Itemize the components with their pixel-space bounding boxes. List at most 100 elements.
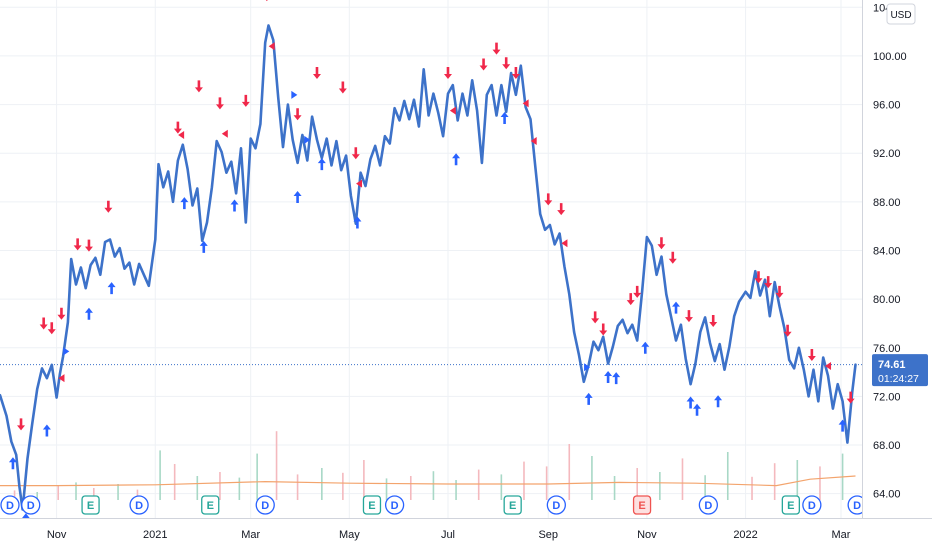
volume-bar: [93, 488, 95, 500]
dividend-badge[interactable]: D: [384, 495, 405, 515]
earnings-badge-box: [632, 495, 652, 515]
buy-arrow-icon: [180, 197, 189, 210]
sell-arrow-icon: [194, 80, 203, 93]
dividend-badge-circle: [129, 495, 149, 515]
buy-arrow-icon: [353, 216, 362, 229]
buy-arrow-icon: [107, 282, 116, 295]
sell-arrow-icon: [846, 391, 855, 404]
sell-arrow-icon: [215, 97, 224, 110]
volume-bar: [819, 466, 821, 500]
sell-arrow-icon: [775, 285, 784, 298]
chart-grid: [0, 0, 862, 518]
dividend-badge[interactable]: D: [698, 495, 719, 515]
exit-triangle-icon: [825, 362, 832, 371]
volume-bar: [523, 461, 525, 500]
price-tick-label: 88.00: [873, 197, 901, 209]
volume-bar: [219, 472, 221, 500]
dividend-badge[interactable]: D: [546, 495, 566, 515]
sell-arrow-icon: [338, 81, 347, 94]
sell-arrow-icon: [783, 324, 792, 337]
volume-bar: [196, 476, 199, 500]
buy-arrow-icon: [500, 111, 509, 124]
dividend-badge-circle: [0, 495, 20, 515]
sell-arrow-icon: [511, 66, 520, 79]
sell-arrow-icon: [17, 418, 26, 431]
earnings-badge[interactable]: E: [781, 495, 800, 515]
volume-bar: [455, 480, 457, 500]
sell-arrow-icon: [764, 276, 773, 289]
volume-bar: [796, 460, 799, 500]
buy-arrow-icon: [584, 392, 593, 405]
sell-arrow-icon: [626, 293, 635, 306]
price-series-line[interactable]: [0, 24, 857, 511]
volume-bar: [321, 468, 323, 500]
earnings-badge[interactable]: E: [503, 495, 522, 515]
event-badge-label: E: [509, 500, 516, 512]
earnings-badge-box: [81, 495, 100, 515]
volume-bar: [591, 456, 593, 500]
buy-arrow-icon: [612, 372, 621, 385]
currency-button[interactable]: USD: [886, 3, 916, 25]
event-badge-label: E: [207, 500, 214, 512]
sell-arrow-icon: [807, 349, 816, 362]
dividend-badge[interactable]: D: [255, 495, 275, 515]
dividend-badge-circle: [384, 495, 405, 515]
buy-arrow-icon: [693, 403, 702, 416]
volume-bar: [704, 475, 706, 500]
buy-arrow-icon: [686, 396, 695, 409]
time-axis-ticks[interactable]: Nov 2021 Mar May Jul Sep Nov 2022 Mar: [47, 529, 851, 541]
dividend-badge[interactable]: D: [129, 495, 149, 515]
countdown-value: 01:24:27: [878, 373, 919, 385]
sell-arrow-icon: [57, 307, 66, 320]
earnings-badge[interactable]: E: [632, 495, 652, 515]
earnings-badge-box: [362, 495, 382, 515]
sell-arrow-icon: [312, 66, 321, 79]
price-tick-label: 92.00: [873, 148, 901, 160]
buy-arrow-icon: [604, 370, 613, 383]
event-badge-label: D: [135, 500, 143, 512]
price-tick-label: 76.00: [873, 343, 901, 355]
buy-arrow-icon: [452, 153, 461, 166]
earnings-badge[interactable]: E: [201, 495, 220, 515]
volume-bar: [36, 492, 38, 500]
exit-triangle-icon: [178, 130, 185, 139]
sell-arrow-icon: [657, 237, 666, 250]
earnings-badge[interactable]: E: [362, 495, 382, 515]
buy-arrow-icon: [672, 301, 681, 314]
dividend-badge[interactable]: D: [0, 495, 20, 515]
price-tick-label: 68.00: [873, 440, 901, 452]
volume-bar: [173, 464, 176, 500]
sell-arrow-icon: [709, 315, 718, 328]
earnings-badge-box: [781, 495, 800, 515]
volume-bar: [57, 485, 60, 500]
time-tick-label: Nov: [47, 529, 67, 541]
event-badge-label: D: [6, 500, 14, 512]
exit-triangle-icon: [522, 99, 529, 108]
volume-bar: [342, 472, 344, 500]
earnings-badge[interactable]: E: [81, 495, 100, 515]
currency-label: USD: [890, 10, 911, 21]
price-tick-label: 64.00: [873, 489, 901, 501]
exit-triangle-icon: [530, 137, 537, 146]
sell-arrow-icon: [492, 42, 501, 55]
dividend-badge[interactable]: D: [802, 495, 822, 515]
sell-arrow-icon: [47, 322, 56, 335]
exit-triangle-icon: [561, 239, 568, 248]
volume-bar: [659, 472, 661, 500]
last-price-value: 74.61: [878, 359, 906, 371]
volume-bar: [385, 478, 388, 500]
time-tick-label: Mar: [831, 529, 850, 541]
volume-bar: [275, 431, 278, 500]
exit-triangle-icon: [268, 42, 275, 51]
dividend-badge[interactable]: D: [21, 495, 41, 515]
event-badge-label: E: [638, 500, 645, 512]
dividend-badge-circle: [21, 495, 41, 515]
volume-bar: [545, 466, 548, 500]
sell-arrow-icon: [351, 147, 360, 160]
event-badge-label: E: [87, 500, 94, 512]
volume-bar: [751, 476, 753, 500]
buy-arrow-icon: [8, 457, 17, 470]
buy-arrow-icon: [230, 199, 239, 212]
